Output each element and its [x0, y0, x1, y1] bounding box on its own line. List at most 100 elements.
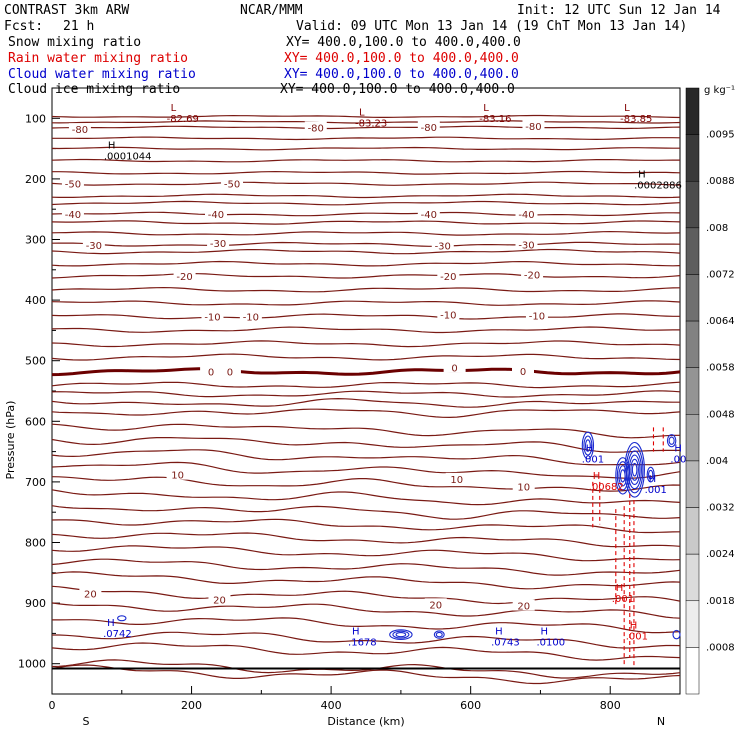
isotherm-line — [51, 300, 681, 306]
field-name-cloud-water: Cloud water mixing ratio — [8, 67, 196, 82]
contour-label: -20 — [524, 271, 540, 282]
contour-label-bg — [79, 587, 102, 599]
temperature-contour-labels: -80 -80 -80 -80 -50 -50 -40 -40 -40 -40 -30 -30 -30 -… — [61, 120, 548, 613]
contour-label: 10 — [450, 475, 463, 486]
contour-label: -30 — [210, 239, 226, 250]
extremum-high-marker: H — [107, 618, 115, 629]
cloud-water-contour — [435, 631, 443, 638]
contour-label: 0 — [208, 368, 214, 379]
contour-label: -30 — [518, 240, 534, 251]
y-tick-label-700: 700 — [25, 476, 46, 489]
isotherm-line — [51, 397, 680, 408]
contour-label-bg — [525, 309, 548, 321]
field-xy-rain: XY= 400.0,100.0 to 400.0,400.0 — [284, 51, 519, 66]
isotherm-line — [51, 664, 681, 685]
y-tick-label-1000: 1000 — [18, 658, 46, 671]
extremum-value: .0742 — [103, 629, 132, 640]
colorbar-tick-label: .0058 — [706, 363, 735, 374]
isotherm-line — [51, 220, 681, 225]
y-tick-label-400: 400 — [25, 294, 46, 307]
extremum-value: -83.23 — [355, 118, 387, 129]
isotherm-line — [51, 505, 681, 520]
contour-label: 20 — [517, 602, 530, 613]
cloud-water-contour — [672, 629, 681, 640]
isotherm-line — [51, 340, 681, 348]
isotherm-line — [51, 193, 681, 199]
isotherm-line — [51, 518, 681, 534]
contour-label: -10 — [529, 311, 545, 322]
contour-label-bg — [424, 598, 447, 610]
contour-label-bg — [512, 480, 535, 492]
colorbar-tick-label: .0048 — [706, 409, 735, 420]
colorbar-swatch — [685, 87, 700, 135]
y-tick-label-600: 600 — [25, 415, 46, 428]
contour-label-bg — [437, 308, 460, 320]
extremum-high-marker: H — [540, 627, 548, 638]
isotherm-line — [51, 390, 681, 398]
contour-label: -50 — [65, 180, 81, 191]
contour-label: -80 — [72, 125, 88, 136]
field-xy-snow: XY= 400.0,100.0 to 400.0,400.0 — [286, 35, 521, 50]
extremum-value: .1678 — [348, 638, 377, 649]
isotherm-lines — [51, 114, 681, 685]
cloud-water-contour — [615, 457, 631, 495]
extremum-value: -83.16 — [479, 114, 511, 125]
isotherm-line — [51, 381, 681, 389]
extremum-high-marker: H — [495, 627, 503, 638]
field-name-snow: Snow mixing ratio — [8, 35, 141, 50]
colorbar-swatch — [685, 647, 700, 695]
isotherm-line — [51, 408, 681, 419]
extremum-high-marker: H — [352, 627, 360, 638]
contour-label-bg — [521, 268, 544, 280]
init-time: Init: 12 UTC Sun 12 Jan 14 — [517, 3, 721, 18]
extremum-value: .001 — [645, 485, 667, 496]
y-tick-label-200: 200 — [25, 173, 46, 186]
colorbar-tick-label: .0024 — [706, 549, 735, 560]
contour-label-bg — [208, 593, 231, 605]
forecast-hour: 21 h — [63, 19, 94, 34]
isotherm-line — [51, 200, 681, 206]
colorbar-tick-label: .0064 — [706, 316, 735, 327]
contour-label-bg — [417, 120, 440, 132]
valid-time: Valid: 09 UTC Mon 13 Jan 14 (19 ChT Mon … — [296, 19, 687, 34]
isotherm-line — [51, 158, 680, 163]
contour-label: -80 — [308, 123, 324, 134]
contour-label: 10 — [517, 483, 530, 494]
cloud-water-contour — [631, 462, 638, 477]
isotherm-line — [51, 181, 681, 186]
cloud-water-contour — [616, 461, 629, 491]
isotherm-line — [51, 211, 681, 217]
extremum-high-marker: H — [638, 170, 646, 181]
contour-label: -80 — [525, 122, 541, 133]
contour-label-bg — [221, 177, 244, 189]
cloud-water-contour — [648, 469, 654, 480]
isotherm-line — [52, 631, 681, 649]
extremum-low-marker: L — [171, 103, 177, 114]
isotherm-line — [51, 449, 681, 466]
y-tick-label-800: 800 — [25, 537, 46, 550]
isotherm-line — [51, 642, 681, 661]
y-tick-label-100: 100 — [25, 112, 46, 125]
extremum-value: .001 — [612, 594, 634, 605]
cloud-water-contour — [581, 431, 595, 460]
extremum-value: .0100 — [536, 638, 565, 649]
contour-label-bg — [515, 238, 538, 250]
contour-label-bg — [61, 177, 84, 189]
extremum-value: .0001044 — [104, 152, 152, 163]
isotherm-line — [51, 286, 681, 293]
extremum-value: .00682 — [589, 482, 624, 493]
isotherm-line — [51, 272, 681, 279]
isotherm-line — [51, 114, 681, 119]
contour-label: -30 — [86, 241, 102, 252]
colorbar: .0095 .0088 .008 .0072 .0064 .0058 .0048 .004 .0… — [685, 87, 735, 695]
colorbar-swatch — [685, 600, 700, 648]
extremum-low-marker: L — [359, 107, 365, 118]
contour-label-bg — [239, 310, 262, 322]
isotherm-line — [51, 313, 680, 320]
extremum-high-marker: H — [649, 474, 657, 485]
contour-label-bg — [417, 208, 440, 220]
isotherm-zero — [51, 367, 681, 377]
colorbar-tick-label: .0095 — [706, 130, 735, 141]
extremum-value: -82.69 — [167, 114, 199, 125]
contour-label: -50 — [224, 180, 240, 191]
